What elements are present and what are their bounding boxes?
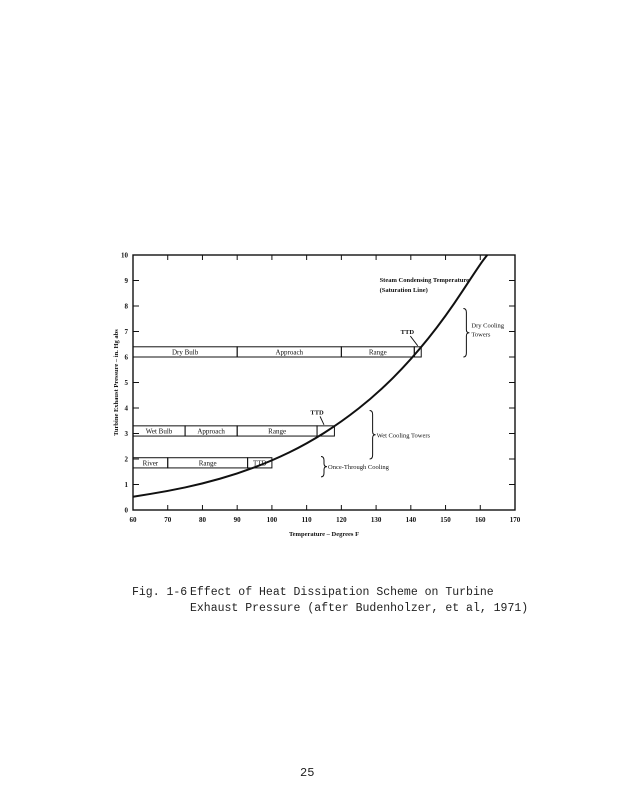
band-segment-label: Wet Bulb [146, 427, 173, 435]
caption-line-1: Effect of Heat Dissipation Scheme on Tur… [190, 586, 494, 599]
ttd-pointer [319, 416, 325, 426]
x-tick-label: 60 [130, 516, 138, 524]
band-segment-label: Approach [275, 348, 303, 356]
x-tick-label: 120 [336, 516, 347, 524]
group-brace [369, 410, 376, 460]
page-number: 25 [300, 766, 315, 780]
y-tick-label: 9 [125, 277, 129, 285]
y-tick-label: 2 [125, 456, 129, 464]
caption-line-2: Exhaust Pressure (after Budenholzer, et … [190, 602, 529, 615]
x-tick-label: 80 [199, 516, 207, 524]
band-segment-label: River [143, 459, 159, 467]
x-tick-label: 150 [440, 516, 451, 524]
group-label: Dry Cooling [471, 323, 504, 330]
x-tick-label: 90 [234, 516, 242, 524]
curve-annotation: Steam Condensing Temperature [380, 277, 470, 284]
group-label: Wet Cooling Towers [377, 432, 431, 439]
y-tick-label: 3 [125, 430, 129, 438]
series-line-saturation [132, 254, 489, 498]
figure-caption: Fig. 1-6 Effect of Heat Dissipation Schem… [132, 585, 528, 617]
x-tick-label: 160 [475, 516, 486, 524]
y-tick-label: 0 [125, 507, 129, 515]
x-axis-label: Temperature – Degrees F [289, 531, 359, 538]
group-brace [463, 308, 470, 358]
band-segment [316, 425, 335, 437]
ttd-label: TTD [401, 329, 415, 336]
y-tick-label: 4 [125, 405, 129, 413]
y-tick-label: 6 [125, 354, 129, 362]
band-segment-label: Range [369, 348, 387, 356]
y-tick-label: 7 [125, 328, 129, 336]
x-tick-label: 110 [302, 516, 313, 524]
group-brace [320, 455, 328, 478]
ttd-pointer [409, 335, 419, 347]
y-tick-label: 8 [125, 303, 129, 311]
y-tick-label: 10 [121, 252, 129, 260]
y-axis-label: Turbine Exhaust Pressure – in. Hg abs [113, 329, 120, 436]
x-tick-label: 70 [164, 516, 172, 524]
band-segment-label: Approach [197, 427, 225, 435]
figure-number: Fig. 1-6 [132, 586, 188, 599]
group-label: Once-Through Cooling [328, 464, 390, 471]
band-segment [413, 346, 422, 358]
x-tick-label: 130 [371, 516, 382, 524]
band-segment-label: Dry Bulb [172, 348, 199, 356]
band-segment [247, 457, 273, 469]
y-tick-label: 1 [125, 481, 129, 489]
ttd-label: TTD [310, 409, 324, 416]
x-tick-label: 140 [406, 516, 417, 524]
curve-annotation: (Saturation Line) [380, 287, 428, 294]
x-tick-label: 170 [510, 516, 521, 524]
band-segment-label: Range [199, 459, 217, 467]
band-segment-label: Range [268, 427, 286, 435]
group-label-line2: Towers [471, 332, 491, 339]
y-tick-label: 5 [125, 379, 129, 387]
band-segment-label: TTD [253, 459, 267, 467]
x-tick-label: 100 [267, 516, 278, 524]
